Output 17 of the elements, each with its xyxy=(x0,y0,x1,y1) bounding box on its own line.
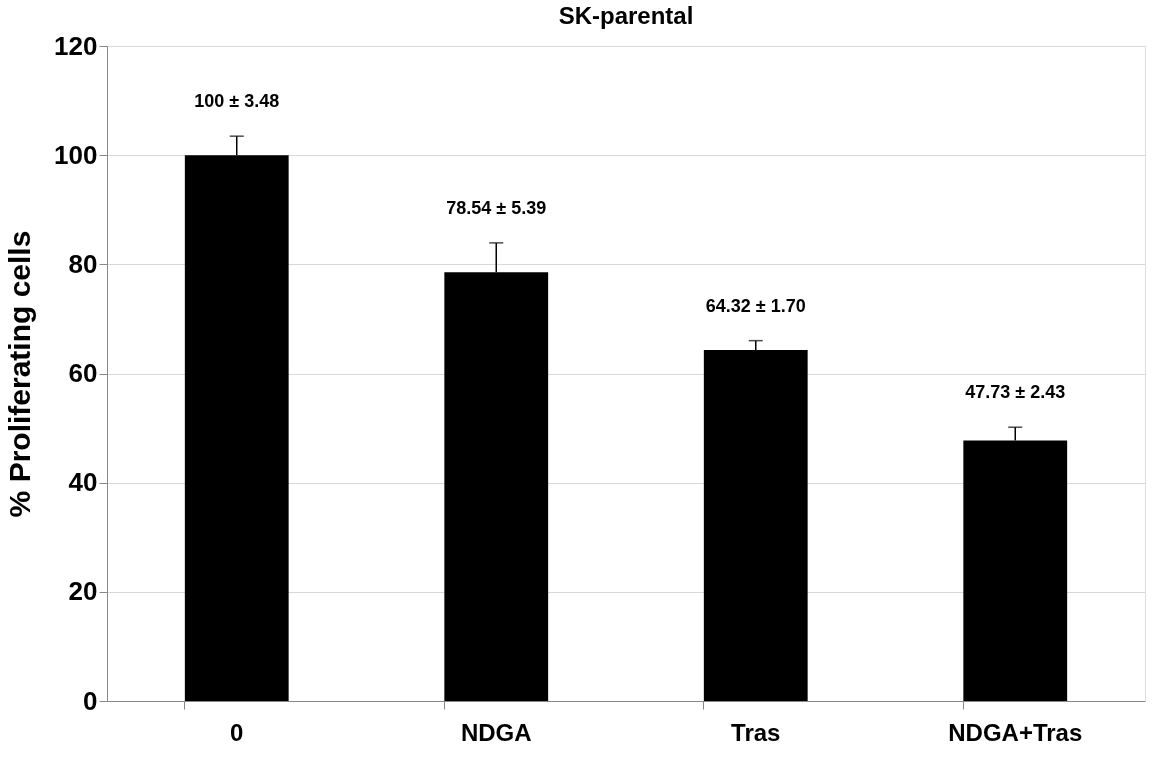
y-tick-label: 120 xyxy=(54,30,98,61)
y-tick-label: 60 xyxy=(68,358,98,388)
x-tick-label: NDGA xyxy=(460,718,532,746)
data-label: 100 ± 3.48 xyxy=(194,91,280,112)
y-tick-label: 0 xyxy=(83,685,98,716)
x-tick-label: NDGA+Tras xyxy=(948,718,1083,746)
data-label: 78.54 ± 5.39 xyxy=(446,197,547,218)
x-tick-label: 0 xyxy=(230,718,244,746)
y-tick-label: 80 xyxy=(68,248,98,279)
data-label: 47.73 ± 2.43 xyxy=(965,382,1066,403)
x-tick-label: Tras xyxy=(731,718,781,746)
y-tick-label: 20 xyxy=(68,576,98,607)
data-label: 64.32 ± 1.70 xyxy=(705,295,806,316)
y-axis-title: % Proliferating cells xyxy=(3,230,37,518)
y-tick-label: 100 xyxy=(54,139,98,170)
y-tick-label: 40 xyxy=(68,467,98,498)
chart-title: SK-parental xyxy=(558,2,694,29)
